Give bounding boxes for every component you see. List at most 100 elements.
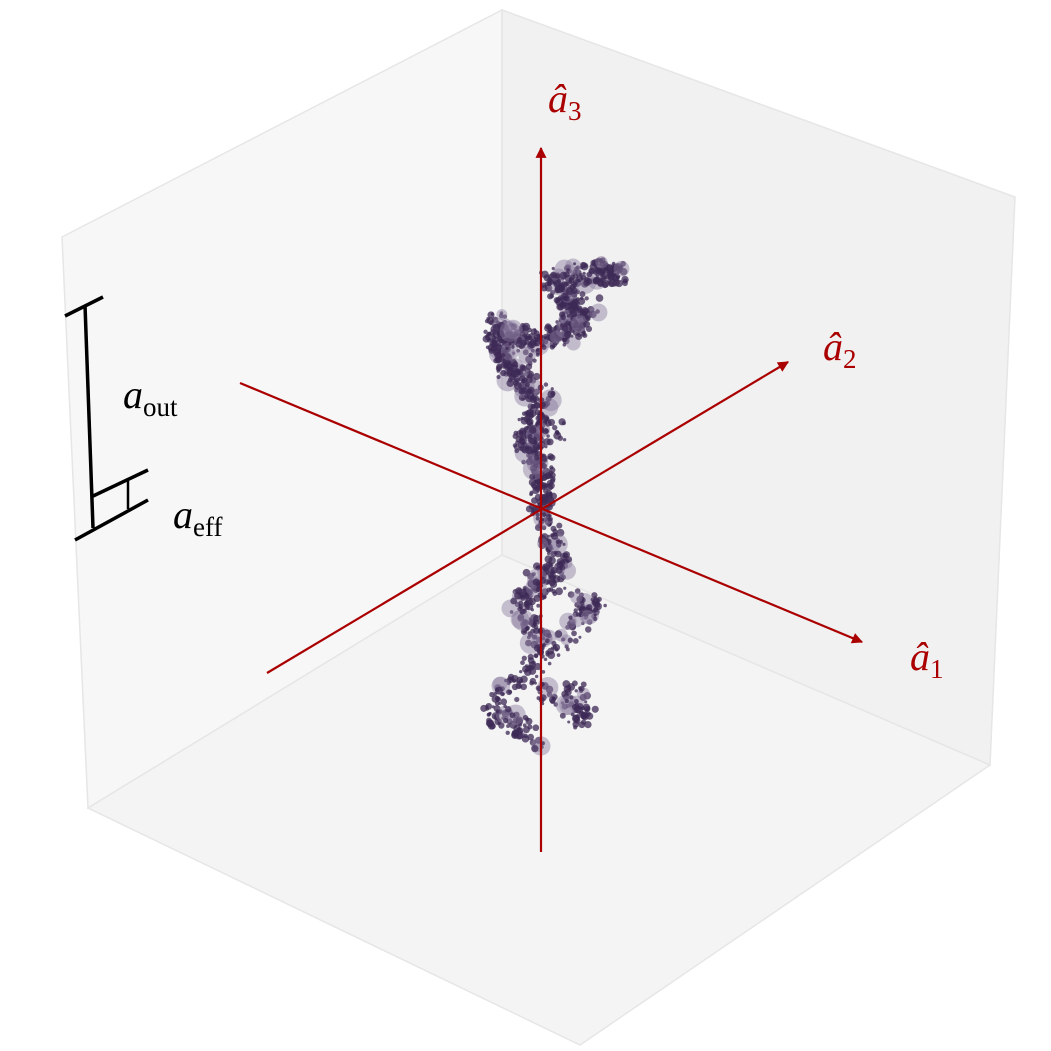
particle [571,680,578,687]
particle [554,273,561,279]
particle [528,664,535,671]
scale-label: aout [123,372,178,422]
particle [546,691,553,698]
particle [567,637,574,643]
particle [524,382,530,388]
particle [541,462,547,469]
tick-top [64,295,104,318]
particle [524,597,533,606]
particle [506,689,512,696]
particle [550,525,557,532]
particle [569,695,574,700]
particle [522,723,527,728]
particle [540,284,548,292]
particle [511,345,515,349]
particle [529,492,533,497]
particle [583,263,588,268]
particle [562,542,566,546]
particle [532,578,540,586]
particle [492,348,501,356]
particle [510,597,518,605]
particle [517,417,521,422]
particle [567,321,573,326]
axis-label: â1 [910,634,944,684]
particle [563,281,569,287]
particle [574,601,581,608]
particle [524,664,529,668]
particle [582,271,586,275]
particle [542,568,550,576]
particle [541,643,546,648]
particle [585,315,589,320]
particle [509,676,514,681]
particle [485,705,489,709]
particle [553,702,559,707]
particle [528,426,537,434]
particle [512,379,519,386]
particle [505,706,512,713]
particle [489,691,495,698]
particle [519,670,523,674]
particle [571,703,579,711]
particle [498,313,504,319]
particle [490,312,494,316]
particle [533,681,537,685]
particle [488,347,495,354]
particle [560,285,565,290]
particle [542,428,549,435]
particle [532,395,538,402]
particle [562,337,570,345]
particle [541,512,547,518]
particle [500,698,508,706]
particle [589,303,608,322]
particle [555,298,564,306]
particle [583,320,591,328]
particle [530,348,535,353]
particle [543,438,551,446]
particle [547,327,552,332]
particle [543,565,549,571]
tick-mid [90,468,149,499]
particle [537,538,549,550]
particle [525,336,531,342]
particle [503,319,523,340]
particle [525,639,532,647]
particle [559,311,566,318]
particle [547,482,555,490]
particle [497,332,503,338]
particle [518,393,527,402]
particle [532,724,540,732]
particle [621,275,629,284]
particle [535,586,541,592]
particle [552,591,558,596]
particle [521,655,527,661]
particle [505,339,509,343]
particle [494,695,501,702]
particle [578,605,587,614]
particle [515,732,523,740]
particle [533,330,540,336]
particle [534,337,539,342]
particle [506,370,513,377]
particle [569,326,576,333]
particle [580,296,584,300]
particle [543,657,548,662]
particle [564,688,572,696]
particle [593,613,597,617]
particle [543,335,548,340]
particle [562,342,567,347]
particle [574,698,579,704]
particle [521,735,530,743]
particle [534,485,541,492]
scale-bar [64,295,149,542]
particle [592,609,597,613]
particle [508,366,512,370]
particle [512,717,519,724]
particle [533,372,541,381]
particle [534,662,542,671]
particle [589,310,597,319]
particle [570,591,583,604]
particle [520,595,526,601]
particle [570,317,575,322]
particle [497,343,502,347]
